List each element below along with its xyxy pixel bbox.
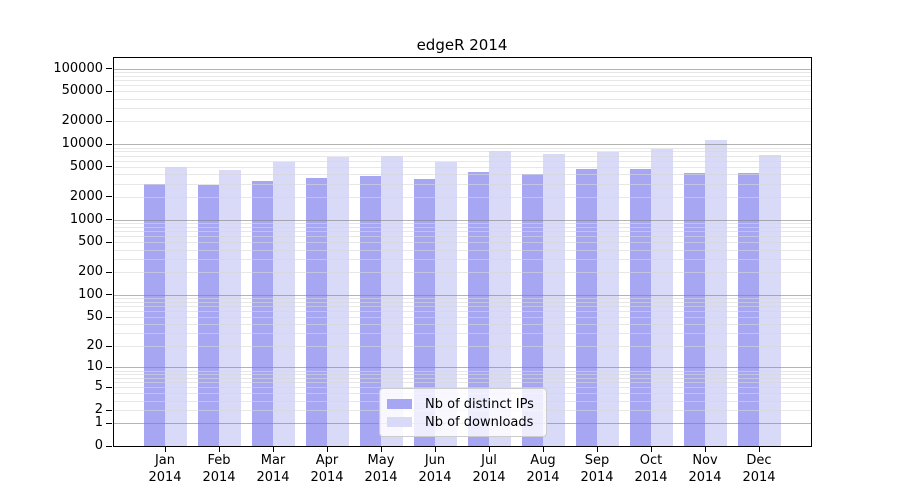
y-tick-label: 10000: [61, 136, 103, 151]
y-tick: [106, 294, 112, 296]
y-tick-label: 1000: [69, 211, 103, 227]
y-tick: [106, 90, 112, 92]
bar-distinct-ips-feb: [197, 185, 219, 446]
x-tick: [434, 447, 436, 452]
bar-downloads-jan: [165, 167, 187, 446]
bar-distinct-ips-jan: [143, 184, 165, 446]
y-tick-label: 20000: [61, 113, 103, 129]
y-tick: [106, 120, 112, 122]
y-tick: [106, 345, 112, 347]
x-tick-label-aug: Aug 2014: [526, 453, 560, 485]
y-tick-label: 5000: [69, 158, 103, 174]
bar-distinct-ips-jun: [413, 178, 435, 446]
bar-downloads-mar: [273, 161, 295, 446]
x-tick-label-oct: Oct 2014: [634, 453, 668, 485]
bar-downloads-oct: [651, 149, 673, 446]
y-tick-label: 50: [86, 309, 103, 325]
y-tick: [106, 366, 112, 368]
bar-distinct-ips-jul: [467, 171, 489, 446]
x-tick: [164, 447, 166, 452]
x-tick: [542, 447, 544, 452]
x-tick: [218, 447, 220, 452]
bar-distinct-ips-oct: [629, 168, 651, 446]
bar-downloads-sep: [597, 151, 619, 446]
bar-distinct-ips-dec: [737, 173, 759, 446]
y-tick: [106, 241, 112, 243]
legend-label-downloads: Nb of downloads: [425, 414, 534, 430]
y-tick: [106, 166, 112, 168]
x-tick-label-jul: Jul 2014: [472, 453, 506, 485]
x-tick: [326, 447, 328, 452]
x-tick: [758, 447, 760, 452]
x-tick: [488, 447, 490, 452]
y-tick-label: 2000: [69, 188, 103, 204]
x-tick-label-nov: Nov 2014: [688, 453, 722, 485]
bar-downloads-may: [381, 155, 403, 446]
x-tick-label-apr: Apr 2014: [310, 453, 344, 485]
x-tick-label-may: May 2014: [364, 453, 398, 485]
y-tick-label: 2: [94, 402, 103, 417]
bar-distinct-ips-may: [359, 175, 381, 446]
y-tick: [106, 386, 112, 388]
bar-distinct-ips-mar: [251, 180, 273, 446]
x-tick: [596, 447, 598, 452]
bar-distinct-ips-nov: [683, 172, 705, 446]
y-tick-label: 1: [94, 415, 103, 431]
y-tick: [106, 196, 112, 198]
bar-downloads-feb: [219, 170, 241, 446]
y-tick: [106, 422, 112, 424]
legend-swatch-downloads: [387, 417, 412, 427]
bar-downloads-nov: [705, 139, 727, 446]
bar-downloads-dec: [759, 154, 781, 446]
x-tick-label-sep: Sep 2014: [580, 453, 614, 485]
y-tick-label: 50000: [61, 83, 103, 99]
x-tick: [650, 447, 652, 452]
y-tick-label: 5: [94, 379, 103, 395]
legend: Nb of distinct IPs Nb of downloads: [379, 388, 547, 437]
y-tick: [106, 68, 112, 70]
legend-swatch-distinct-ips: [387, 399, 412, 409]
x-tick-label-mar: Mar 2014: [256, 453, 290, 485]
y-tick-label: 200: [78, 264, 103, 280]
y-tick-label: 100: [78, 286, 103, 302]
y-tick-label: 500: [78, 234, 103, 250]
y-tick-label: 100000: [53, 60, 103, 76]
legend-label-distinct-ips: Nb of distinct IPs: [425, 396, 534, 412]
y-tick: [106, 316, 112, 318]
y-tick: [106, 219, 112, 220]
y-tick-label: 20: [86, 338, 103, 354]
x-tick-label-jan: Jan 2014: [148, 453, 182, 485]
bar-distinct-ips-sep: [575, 168, 597, 446]
plot-area: [113, 57, 812, 447]
y-tick: [106, 143, 112, 145]
y-tick: [106, 445, 112, 447]
bar-downloads-apr: [327, 157, 349, 446]
y-tick: [106, 271, 112, 273]
x-tick: [272, 447, 274, 452]
y-tick: [106, 409, 112, 411]
x-tick: [380, 447, 382, 452]
x-tick-label-jun: Jun 2014: [418, 453, 452, 485]
x-tick-label-dec: Dec 2014: [742, 453, 776, 485]
legend-entry-distinct-ips: Nb of distinct IPs: [387, 396, 538, 412]
x-tick-label-feb: Feb 2014: [202, 453, 236, 485]
chart-title: edgeR 2014: [416, 36, 508, 54]
y-tick-label: 0: [94, 438, 103, 453]
legend-entry-downloads: Nb of downloads: [387, 414, 538, 430]
bar-distinct-ips-apr: [305, 178, 327, 446]
y-tick-label: 10: [86, 359, 103, 375]
x-tick: [704, 447, 706, 452]
